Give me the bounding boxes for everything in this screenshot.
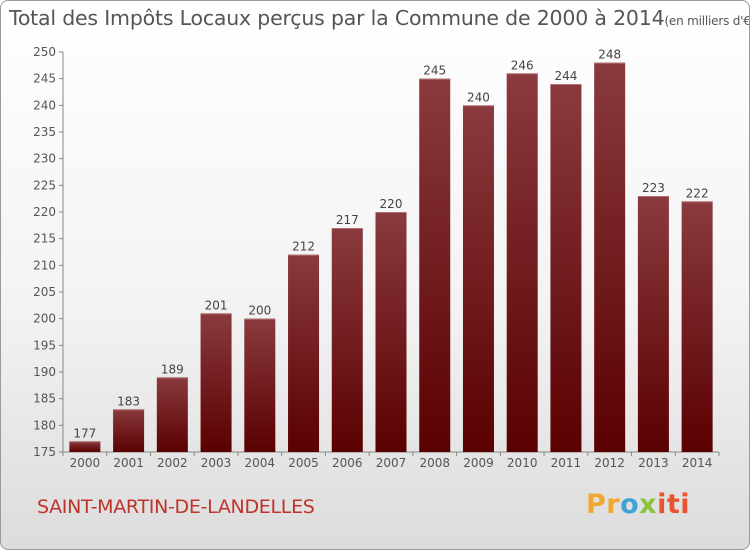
proxiti-logo: Proxiti [586,489,691,520]
y-tick-label: 210 [33,258,56,272]
chart-unit: (en milliers d'€) [664,14,750,28]
bar-2001 [113,409,145,452]
y-tick-label: 250 [33,45,56,59]
bar-2012 [594,62,626,453]
x-tick-label: 2003 [201,456,232,470]
y-tick-label: 235 [33,125,56,139]
x-tick-label: 2010 [507,456,538,470]
value-label-2007: 220 [380,197,403,211]
x-tick-label: 2011 [551,456,582,470]
y-tick-label: 180 [33,418,56,432]
bar-2013 [637,196,669,452]
bar-2003 [200,313,232,452]
bar-2006 [331,228,363,452]
bar-2000 [69,441,101,452]
y-tick-label: 225 [33,178,56,192]
value-label-2013: 223 [642,181,665,195]
x-tick-label: 2000 [70,456,101,470]
value-label-2002: 189 [161,362,184,376]
y-tick-label: 205 [33,285,56,299]
bar-2007 [375,212,407,452]
value-labels: 177 183 189 201 200 212 217 220 245 240 246 244 248 2… [73,48,708,441]
y-tick-label: 190 [33,365,56,379]
x-tick-label: 2007 [376,456,407,470]
value-label-2001: 183 [117,394,140,408]
y-tick-label: 215 [33,232,56,246]
value-label-2008: 245 [423,64,446,78]
bar-2004 [244,318,276,452]
x-tick-label: 2004 [245,456,276,470]
value-label-2004: 200 [248,304,271,318]
y-tick-label: 185 [33,392,56,406]
bar-2011 [550,84,582,452]
value-label-2011: 244 [554,69,577,83]
value-label-2005: 212 [292,240,315,254]
y-tick-label: 220 [33,205,56,219]
y-tick-label: 200 [33,312,56,326]
x-tick-label: 2009 [463,456,494,470]
value-label-2003: 201 [205,298,228,312]
chart-title-text: Total des Impôts Locaux perçus par la Co… [9,6,665,30]
bar-2008 [419,78,451,453]
value-label-2014: 222 [686,186,709,200]
y-tick-label: 240 [33,98,56,112]
x-tick-label: 2006 [332,456,363,470]
commune-name: SAINT-MARTIN-DE-LANDELLES [37,496,315,518]
y-tick-label: 245 [33,72,56,86]
x-tick-label: 2001 [113,456,144,470]
x-tick-label: 2005 [288,456,319,470]
value-label-2006: 217 [336,213,359,227]
bar-2009 [462,105,494,452]
y-tick-label: 230 [33,152,56,166]
value-label-2012: 248 [598,48,621,62]
x-tick-label: 2012 [594,456,625,470]
bar-2014 [681,201,713,452]
y-tick-label: 175 [33,445,56,459]
chart-title: Total des Impôts Locaux perçus par la Co… [9,6,750,30]
y-tick-label: 195 [33,338,56,352]
x-axis: 2000 2001 2002 2003 2004 2005 2006 2007 2008 2009… [62,451,720,470]
x-tick-label: 2002 [157,456,188,470]
x-tick-label: 2008 [419,456,450,470]
value-label-2010: 246 [511,58,534,72]
bar-2002 [156,377,188,452]
bar-2010 [506,73,538,452]
value-label-2009: 240 [467,90,490,104]
value-label-2000: 177 [73,426,96,440]
bar-2005 [288,254,320,452]
bars [69,62,713,453]
x-tick-label: 2014 [682,456,713,470]
x-tick-label: 2013 [638,456,669,470]
y-axis: 175 180 185 190 195 200 205 210 215 220 225 230 235 2… [33,45,64,459]
